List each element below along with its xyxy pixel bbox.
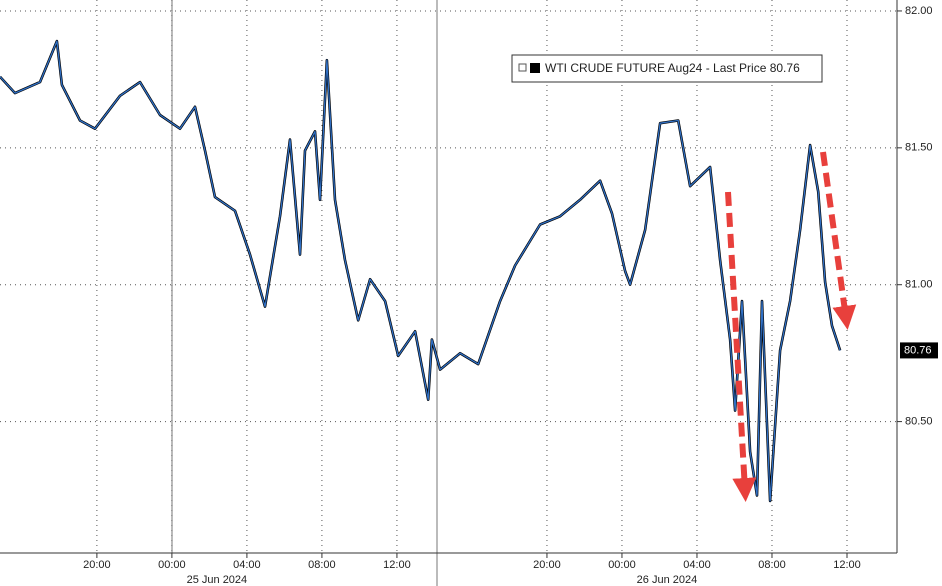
x-tick-label: 20:00 xyxy=(533,559,561,571)
legend-box xyxy=(511,54,823,83)
plot xyxy=(0,0,897,553)
y-tick-label: 80.50 xyxy=(905,416,933,428)
annotation-arrow xyxy=(820,151,857,330)
x-tick-label: 20:00 xyxy=(83,559,111,571)
price-line xyxy=(0,40,841,502)
x-tick-label: 00:00 xyxy=(158,559,186,571)
y-tick-label: 81.00 xyxy=(905,279,933,291)
legend-swatch xyxy=(530,63,540,73)
y-tick-label: 81.50 xyxy=(905,142,933,154)
x-tick-label: 12:00 xyxy=(383,559,411,571)
legend-icon xyxy=(518,63,527,72)
x-tick-label: 08:00 xyxy=(758,559,786,571)
price-line-shadow xyxy=(0,39,842,503)
x-tick-label: 12:00 xyxy=(833,559,861,571)
legend-label: WTI CRUDE FUTURE Aug24 - Last Price 80.7… xyxy=(545,61,800,75)
legend: WTI CRUDE FUTURE Aug24 - Last Price 80.7… xyxy=(511,54,823,83)
x-tick-label: 04:00 xyxy=(683,559,711,571)
y-tick-label: 82.00 xyxy=(905,5,933,17)
last-price-label: 80.76 xyxy=(904,344,932,356)
x-tick-label: 04:00 xyxy=(233,559,261,571)
date-label: 26 Jun 2024 xyxy=(637,574,698,586)
date-label: 25 Jun 2024 xyxy=(187,574,248,586)
x-tick-label: 08:00 xyxy=(308,559,336,571)
annotation-arrow xyxy=(725,191,757,502)
last-price-box xyxy=(900,342,938,359)
x-tick-label: 00:00 xyxy=(608,559,636,571)
